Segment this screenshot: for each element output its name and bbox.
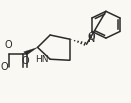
Text: N: N (88, 34, 95, 44)
Text: O: O (5, 40, 12, 50)
Polygon shape (24, 47, 38, 55)
Text: O: O (88, 32, 95, 42)
Text: HN: HN (35, 55, 49, 64)
Text: O: O (21, 56, 29, 66)
Text: O: O (1, 62, 8, 72)
